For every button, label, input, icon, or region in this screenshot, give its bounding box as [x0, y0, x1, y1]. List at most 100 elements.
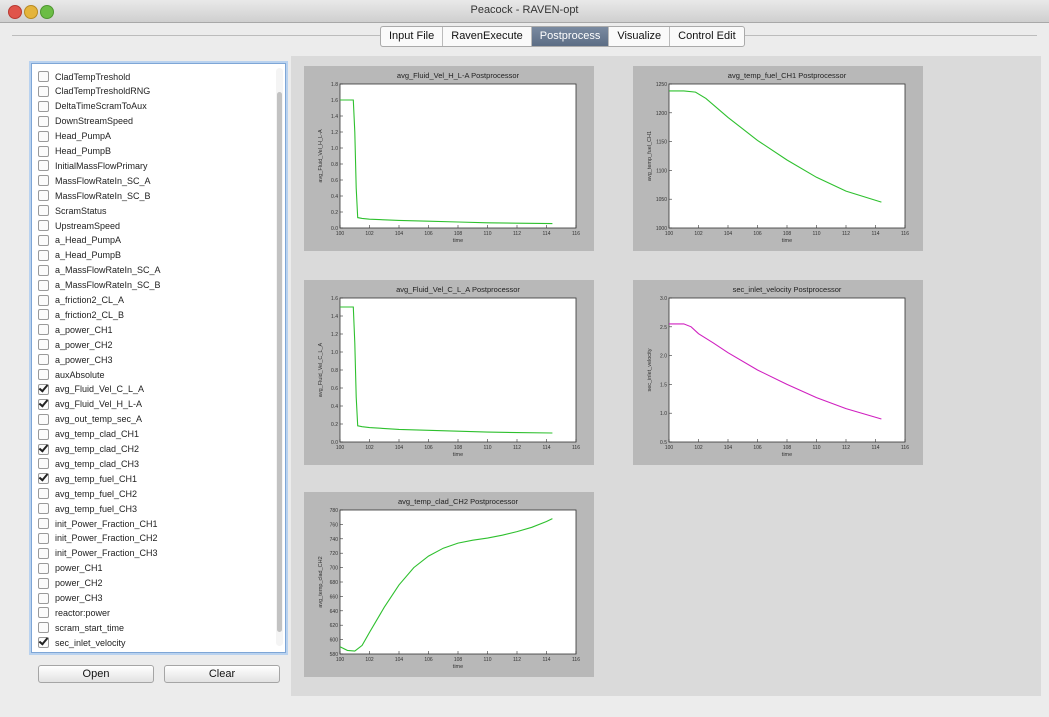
list-item[interactable]: CladTempTresholdRNG: [38, 83, 150, 100]
list-item[interactable]: init_Power_Fraction_CH1: [38, 515, 158, 532]
variable-checkbox[interactable]: [38, 130, 49, 142]
list-item[interactable]: MassFlowRateIn_SC_B: [38, 187, 151, 204]
list-item[interactable]: a_power_CH1: [38, 321, 113, 338]
variable-checkbox[interactable]: [38, 205, 49, 217]
variable-checkbox[interactable]: [38, 220, 49, 231]
list-item[interactable]: a_MassFlowRateIn_SC_B: [38, 277, 161, 294]
list-item[interactable]: avg_temp_clad_CH1: [38, 426, 139, 443]
y-tick-label: 1.4: [331, 314, 338, 320]
variable-checkbox[interactable]: [38, 160, 49, 172]
list-item[interactable]: sec_inlet_velocity: [38, 634, 126, 651]
list-item[interactable]: avg_temp_fuel_CH1: [38, 470, 137, 487]
variable-checkbox[interactable]: [38, 369, 49, 380]
list-item[interactable]: scram_start_time: [38, 619, 124, 636]
list-item[interactable]: auxAbsolute: [38, 366, 105, 383]
list-item[interactable]: avg_Fluid_Vel_C_L_A: [38, 381, 144, 398]
minimize-window-button[interactable]: [24, 5, 38, 19]
variable-checkbox[interactable]: [38, 145, 49, 157]
variable-checkbox[interactable]: [38, 532, 49, 544]
variable-list[interactable]: CladTempTreshold CladTempTresholdRNG Delta…: [31, 63, 286, 653]
y-tick-label: 1.6: [331, 98, 338, 104]
variable-checkbox[interactable]: [38, 503, 49, 515]
variable-checkbox[interactable]: [38, 175, 49, 187]
list-item[interactable]: avg_temp_clad_CH2: [38, 441, 139, 458]
tab-visualize[interactable]: Visualize: [609, 27, 671, 46]
variable-checkbox[interactable]: [38, 398, 49, 410]
variable-checkbox[interactable]: [38, 443, 49, 455]
list-item[interactable]: a_friction2_CL_A: [38, 292, 124, 309]
variable-checkbox[interactable]: [38, 562, 49, 574]
variable-checkbox[interactable]: [38, 339, 49, 351]
clear-button[interactable]: Clear: [164, 665, 280, 683]
list-item[interactable]: power_CH2: [38, 575, 103, 592]
variable-checkbox[interactable]: [38, 577, 49, 589]
list-item[interactable]: avg_temp_fuel_CH2: [38, 485, 137, 502]
variable-checkbox[interactable]: [38, 279, 49, 291]
variable-checkbox[interactable]: [38, 383, 49, 395]
close-window-button[interactable]: [8, 5, 22, 19]
list-item[interactable]: avg_temp_clad_CH3: [38, 455, 139, 472]
variable-checkbox[interactable]: [38, 309, 49, 321]
list-item[interactable]: ScramStatus: [38, 202, 107, 219]
x-tick-label: 110: [484, 231, 492, 237]
variable-label: DeltaTimeScramToAux: [55, 101, 147, 112]
variable-checkbox[interactable]: [38, 249, 49, 261]
variable-checkbox[interactable]: [38, 637, 49, 649]
variable-checkbox[interactable]: [38, 190, 49, 202]
list-item[interactable]: DeltaTimeScramToAux: [38, 98, 147, 115]
x-tick-label: 104: [724, 231, 733, 237]
y-tick-label: 1.4: [331, 114, 338, 120]
list-item[interactable]: CladTempTreshold: [38, 68, 130, 85]
y-tick-label: 1.2: [331, 130, 338, 136]
variable-checkbox[interactable]: [38, 488, 49, 500]
variable-checkbox[interactable]: [38, 547, 49, 559]
list-item[interactable]: a_Head_PumpA: [38, 232, 121, 249]
variable-checkbox[interactable]: [38, 354, 49, 366]
variable-checkbox[interactable]: [38, 294, 49, 306]
x-tick-label: 104: [395, 231, 404, 237]
variable-checkbox[interactable]: [38, 458, 49, 470]
y-tick-label: 0.0: [331, 226, 338, 232]
list-item[interactable]: DownStreamSpeed: [38, 113, 133, 130]
list-item[interactable]: MassFlowRateIn_SC_A: [38, 172, 151, 189]
list-item[interactable]: init_Power_Fraction_CH3: [38, 545, 158, 562]
zoom-window-button[interactable]: [40, 5, 54, 19]
variable-checkbox[interactable]: [38, 413, 49, 425]
list-item[interactable]: a_Head_PumpB: [38, 247, 121, 264]
variable-checkbox[interactable]: [38, 71, 49, 82]
tab-postprocess[interactable]: Postprocess: [531, 27, 610, 46]
list-item[interactable]: Head_PumpB: [38, 143, 111, 160]
list-item[interactable]: UpstreamSpeed: [38, 217, 120, 234]
variable-label: a_friction2_CL_A: [55, 295, 125, 305]
variable-checkbox[interactable]: [38, 324, 49, 336]
variable-checkbox[interactable]: [38, 607, 49, 619]
variable-checkbox[interactable]: [38, 100, 49, 112]
variable-checkbox[interactable]: [38, 264, 49, 276]
variable-checkbox[interactable]: [38, 473, 49, 485]
list-item[interactable]: reactor:power: [38, 604, 110, 621]
list-item[interactable]: power_CH3: [38, 590, 103, 607]
list-item[interactable]: avg_out_temp_sec_A: [38, 411, 142, 428]
list-item[interactable]: init_Power_Fraction_CH2: [38, 530, 158, 547]
variable-checkbox[interactable]: [38, 518, 49, 529]
variable-checkbox[interactable]: [38, 592, 49, 604]
variable-checkbox[interactable]: [38, 85, 49, 97]
list-item[interactable]: Head_PumpA: [38, 128, 111, 145]
variable-checkbox[interactable]: [38, 622, 49, 634]
variable-list-scroll-thumb[interactable]: [277, 92, 282, 632]
list-item[interactable]: a_power_CH2: [38, 336, 113, 353]
open-button[interactable]: Open: [38, 665, 154, 683]
tab-control-edit[interactable]: Control Edit: [678, 30, 736, 42]
variable-checkbox[interactable]: [38, 234, 49, 246]
list-item[interactable]: a_friction2_CL_B: [38, 306, 124, 323]
list-item[interactable]: power_CH1: [38, 560, 103, 577]
list-item[interactable]: InitialMassFlowPrimary: [38, 157, 148, 174]
list-item[interactable]: avg_temp_fuel_CH3: [38, 500, 137, 517]
tab-ravenexecute[interactable]: RavenExecute: [443, 27, 532, 46]
list-item[interactable]: avg_Fluid_Vel_H_L-A: [38, 396, 142, 413]
variable-checkbox[interactable]: [38, 428, 49, 440]
tab-input-file[interactable]: Input File: [381, 27, 444, 46]
list-item[interactable]: a_power_CH3: [38, 351, 113, 368]
list-item[interactable]: a_MassFlowRateIn_SC_A: [38, 262, 161, 279]
variable-checkbox[interactable]: [38, 115, 49, 127]
